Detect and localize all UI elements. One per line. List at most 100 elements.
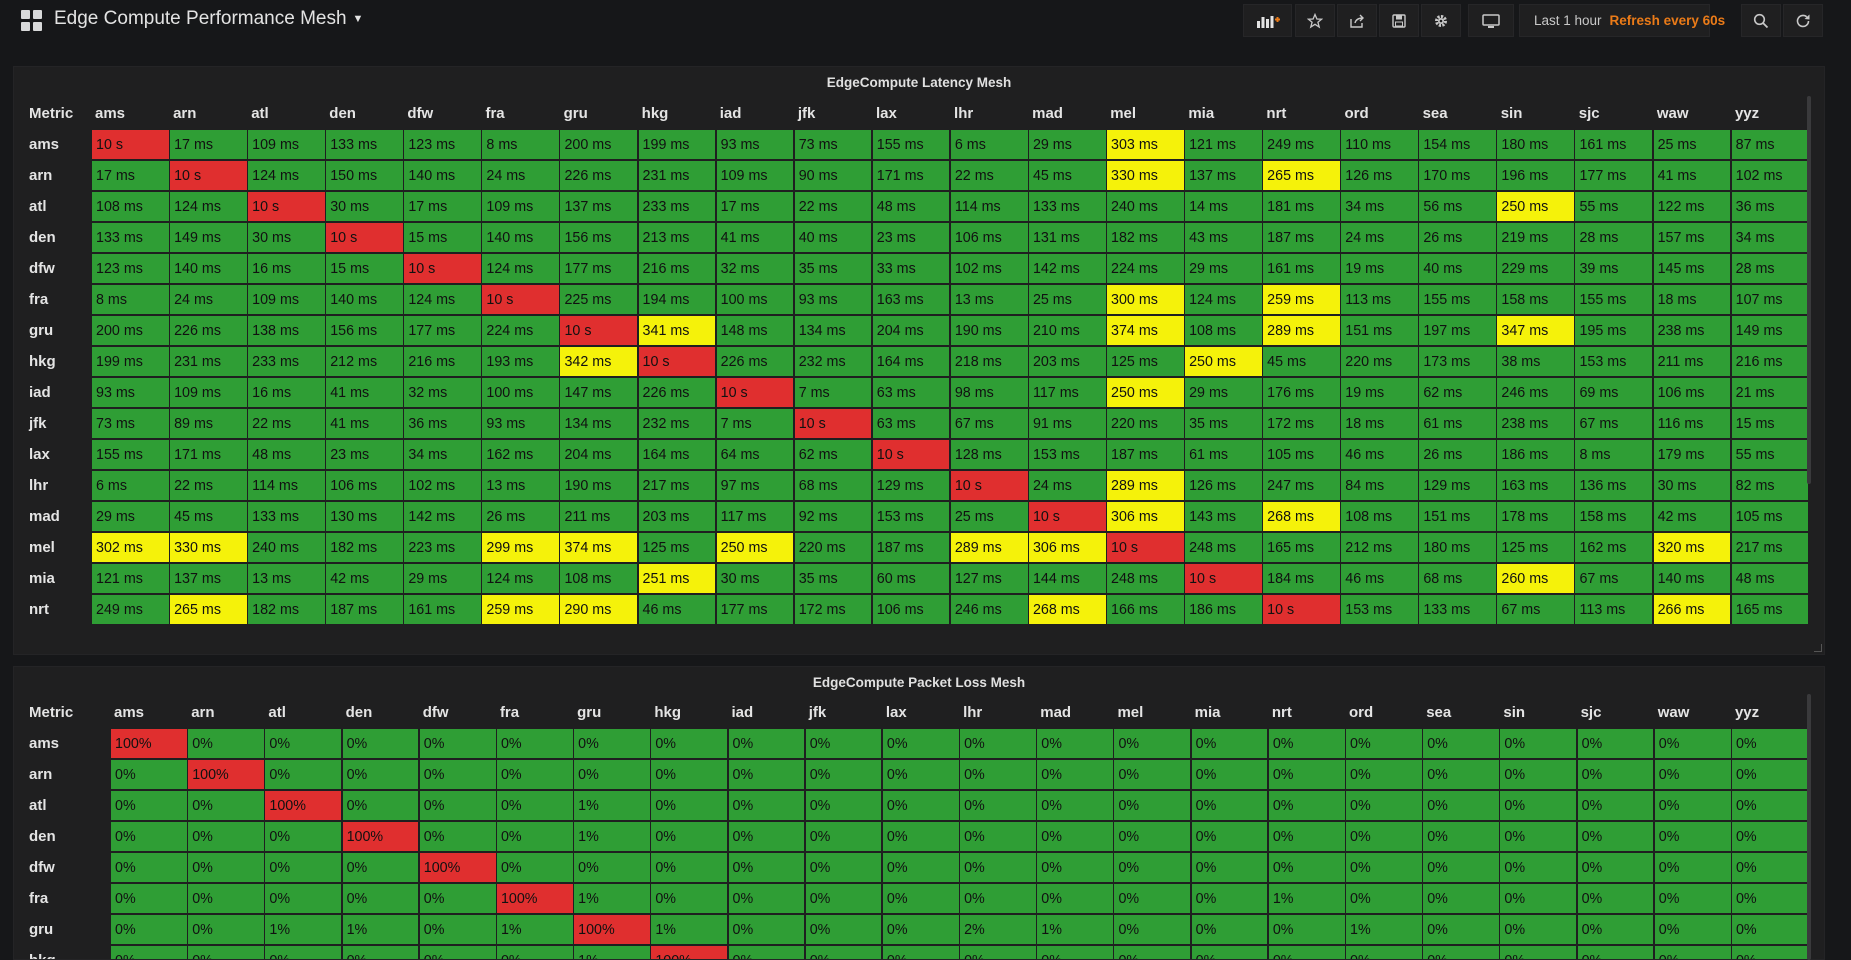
save-button[interactable] xyxy=(1379,4,1419,37)
column-header-fra[interactable]: fra xyxy=(485,105,505,122)
heatmap-cell: 0% xyxy=(1577,915,1654,944)
column-header-fra[interactable]: fra xyxy=(499,704,520,721)
metric-column-header[interactable]: Metric xyxy=(29,105,74,122)
heatmap-cell: 193 ms xyxy=(482,347,560,376)
heatmap-cell: 0% xyxy=(1423,915,1499,944)
column-header-sjc[interactable]: sjc xyxy=(1578,105,1600,122)
heatmap-cell: 19 ms xyxy=(1341,254,1418,283)
column-header-dfw[interactable]: dfw xyxy=(422,704,449,721)
column-header-ord[interactable]: ord xyxy=(1349,704,1374,721)
heatmap-cell: 45 ms xyxy=(1028,161,1106,190)
heatmap-cell: 73 ms xyxy=(92,409,169,438)
heatmap-cell: 240 ms xyxy=(1107,192,1184,221)
column-header-den[interactable]: den xyxy=(345,704,373,721)
column-header-hkg[interactable]: hkg xyxy=(654,704,681,721)
column-header-lax[interactable]: lax xyxy=(885,704,907,721)
column-header-lax[interactable]: lax xyxy=(875,105,897,122)
heatmap-cell: 32 ms xyxy=(716,254,794,283)
heatmap-cell: 250 ms xyxy=(716,533,794,562)
column-header-ams[interactable]: ams xyxy=(114,704,145,721)
column-header-waw[interactable]: waw xyxy=(1657,704,1690,721)
grid-apps-icon[interactable] xyxy=(21,10,42,31)
column-header-gru[interactable]: gru xyxy=(577,704,602,721)
add-panel-button[interactable] xyxy=(1243,4,1292,37)
heatmap-cell: 0% xyxy=(111,791,187,820)
heatmap-cell: 28 ms xyxy=(1731,254,1809,283)
column-header-mel[interactable]: mel xyxy=(1117,704,1144,721)
column-header-yyz[interactable]: yyz xyxy=(1734,105,1760,122)
panel-title[interactable]: EdgeCompute Packet Loss Mesh xyxy=(812,675,1026,690)
refresh-button[interactable] xyxy=(1783,4,1823,37)
heatmap-cell: 0% xyxy=(728,791,805,820)
heatmap-cell: 15 ms xyxy=(404,223,481,252)
column-header-mia[interactable]: mia xyxy=(1194,704,1221,721)
heatmap-cell: 204 ms xyxy=(560,440,638,469)
panel-title[interactable]: EdgeCompute Latency Mesh xyxy=(826,75,1012,90)
packet-loss-scrollbar[interactable] xyxy=(1807,694,1811,960)
heatmap-cell: 0% xyxy=(1346,760,1422,789)
share-button[interactable] xyxy=(1337,4,1377,37)
column-header-ams[interactable]: ams xyxy=(95,105,126,122)
column-header-sin[interactable]: sin xyxy=(1500,105,1523,122)
column-header-yyz[interactable]: yyz xyxy=(1734,704,1760,721)
zoom-out-button[interactable] xyxy=(1741,4,1781,37)
column-header-sea[interactable]: sea xyxy=(1426,704,1452,721)
heatmap-cell: 199 ms xyxy=(92,347,169,376)
row-label-fra: fra xyxy=(29,291,49,308)
heatmap-cell: 0% xyxy=(1346,853,1422,882)
column-header-iad[interactable]: iad xyxy=(719,105,742,122)
row-label-mad: mad xyxy=(29,508,60,525)
heatmap-cell: 0% xyxy=(1268,760,1345,789)
column-header-sjc[interactable]: sjc xyxy=(1580,704,1602,721)
latency-scrollbar[interactable] xyxy=(1807,96,1811,484)
heatmap-cell: 232 ms xyxy=(638,409,716,438)
tv-mode-button[interactable] xyxy=(1468,4,1514,37)
column-header-hkg[interactable]: hkg xyxy=(641,105,669,122)
column-header-den[interactable]: den xyxy=(329,105,356,122)
heatmap-cell: 216 ms xyxy=(1731,347,1809,376)
column-header-lhr[interactable]: lhr xyxy=(954,105,974,122)
column-header-nrt[interactable]: nrt xyxy=(1271,704,1292,721)
heatmap-cell: 10 s xyxy=(794,409,872,438)
heatmap-cell: 21 ms xyxy=(1731,378,1809,407)
heatmap-cell: 232 ms xyxy=(794,347,872,376)
heatmap-cell: 226 ms xyxy=(716,347,794,376)
panel-resize-handle[interactable] xyxy=(1814,644,1822,652)
table-row: atl 108 ms 124 ms 10 s 30 ms 17 ms 109 ms 137 m… xyxy=(26,191,1810,222)
column-header-arn[interactable]: arn xyxy=(173,105,197,122)
dashboard-title[interactable]: Edge Compute Performance Mesh ▼ xyxy=(54,8,363,30)
heatmap-cell: 187 ms xyxy=(326,595,403,624)
column-header-waw[interactable]: waw xyxy=(1656,105,1689,122)
column-header-mad[interactable]: mad xyxy=(1040,704,1072,721)
heatmap-cell: 186 ms xyxy=(1497,440,1575,469)
column-header-mia[interactable]: mia xyxy=(1188,105,1215,122)
heatmap-cell: 13 ms xyxy=(248,564,325,593)
column-header-ord[interactable]: ord xyxy=(1344,105,1369,122)
column-header-atl[interactable]: atl xyxy=(251,105,269,122)
column-header-sin[interactable]: sin xyxy=(1503,704,1526,721)
column-header-dfw[interactable]: dfw xyxy=(407,105,434,122)
column-header-jfk[interactable]: jfk xyxy=(797,105,816,122)
time-range-picker[interactable]: Last 1 hour Refresh every 60s xyxy=(1519,4,1725,37)
column-header-atl[interactable]: atl xyxy=(268,704,286,721)
star-button[interactable] xyxy=(1295,4,1335,37)
column-header-mad[interactable]: mad xyxy=(1032,105,1063,122)
row-label-hkg: hkg xyxy=(29,353,56,370)
row-label-fra: fra xyxy=(29,890,49,907)
heatmap-cell: 0% xyxy=(1731,853,1808,882)
column-header-lhr[interactable]: lhr xyxy=(963,704,983,721)
metric-column-header[interactable]: Metric xyxy=(29,704,74,721)
column-header-iad[interactable]: iad xyxy=(731,704,754,721)
top-navbar: Edge Compute Performance Mesh ▼ Last 1 ho… xyxy=(0,0,1851,44)
column-header-sea[interactable]: sea xyxy=(1422,105,1448,122)
settings-button[interactable] xyxy=(1421,4,1461,37)
heatmap-cell: 0% xyxy=(111,822,187,851)
column-header-jfk[interactable]: jfk xyxy=(808,704,827,721)
column-header-gru[interactable]: gru xyxy=(563,105,588,122)
heatmap-cell: 0% xyxy=(1654,884,1731,913)
heatmap-cell: 126 ms xyxy=(1341,161,1418,190)
column-header-nrt[interactable]: nrt xyxy=(1266,105,1287,122)
column-header-mel[interactable]: mel xyxy=(1110,105,1137,122)
heatmap-cell: 30 ms xyxy=(716,564,794,593)
column-header-arn[interactable]: arn xyxy=(191,704,215,721)
